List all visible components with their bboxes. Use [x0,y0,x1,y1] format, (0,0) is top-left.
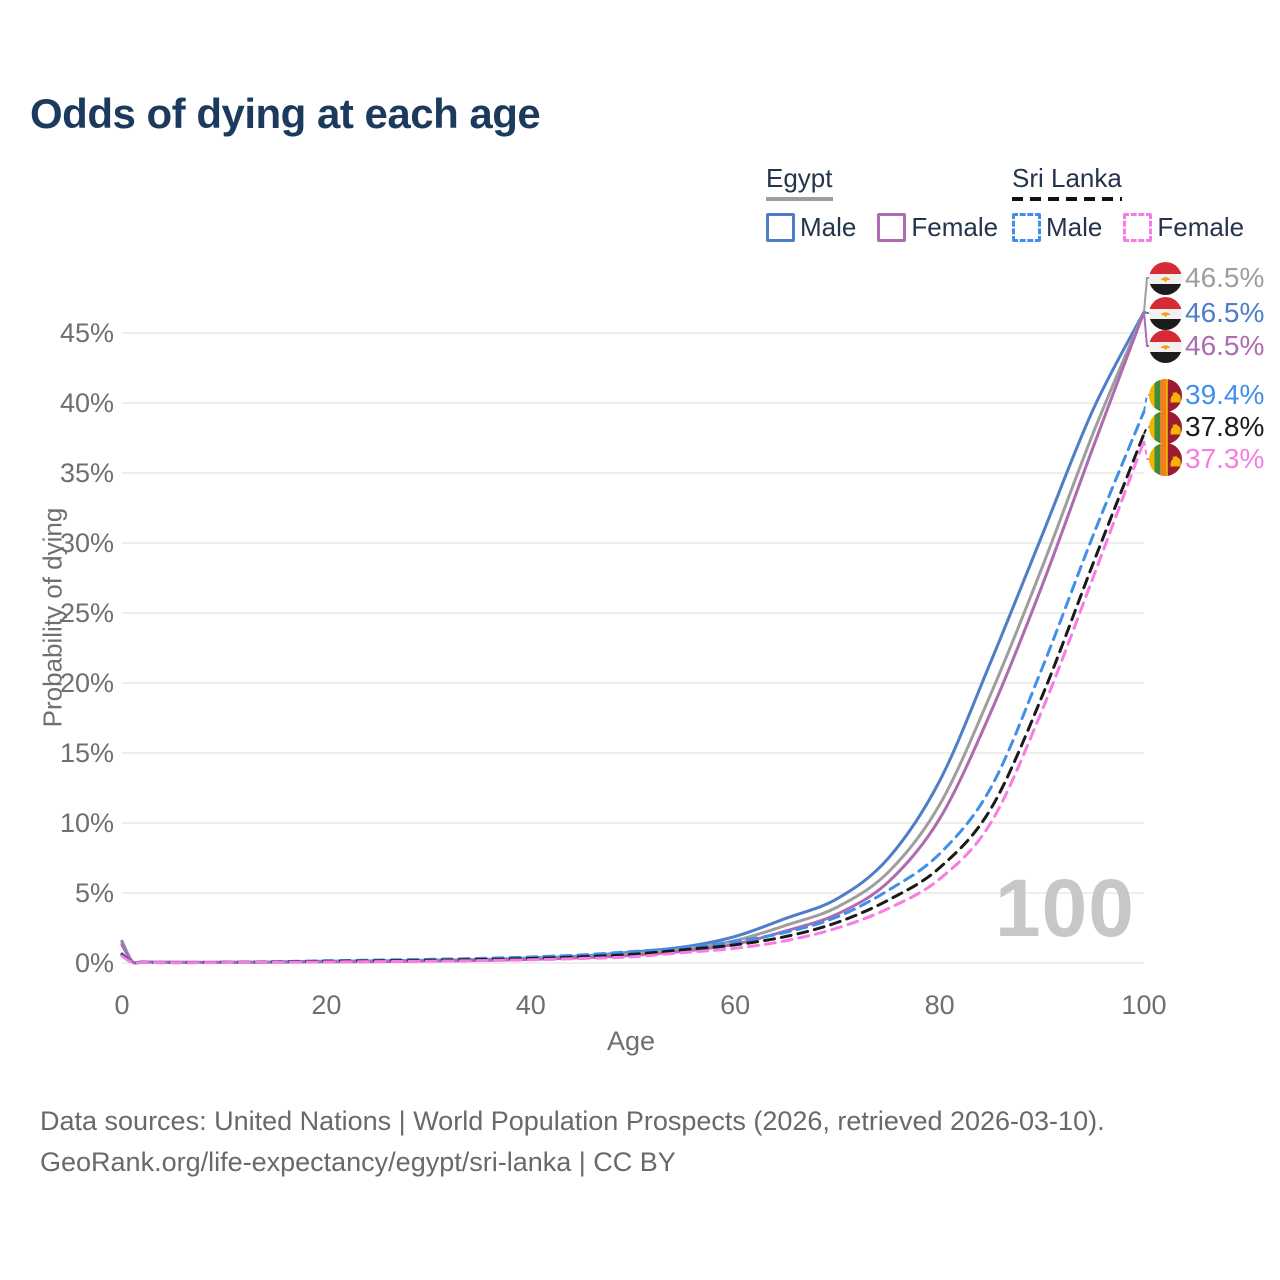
end-label-value: 37.8% [1185,411,1265,442]
data-sources-text: Data sources: United Nations | World Pop… [40,1106,1105,1136]
end-label-egypt-male: 46.5% [1149,296,1264,330]
series-line-egypt-male [120,310,1146,965]
series-line-egypt-both-sexes [120,310,1146,965]
sri-lanka-flag-icon [1149,411,1182,444]
egypt-male-checkbox[interactable] [766,213,795,242]
y-tick-label: 15% [59,738,114,768]
egypt-male-label: Male [800,212,857,242]
x-tick-label: 0 [114,990,130,1020]
x-axis-title: Age [606,1026,656,1056]
x-tick-label: 100 [1121,990,1167,1020]
end-label-sri-lanka-both-sexes: 37.8% [1149,410,1264,444]
sri-lanka-male-label: Male [1046,212,1103,242]
egypt-flag-icon [1149,330,1182,363]
end-label-egypt-both-sexes: 46.5% [1149,261,1264,295]
y-tick-label: 10% [59,808,114,838]
sri-lanka-female-checkbox[interactable] [1123,213,1153,242]
legend-sri-lanka-female: Female [1123,212,1244,243]
page-title: Odds of dying at each age [30,90,541,137]
y-tick-label: 5% [74,878,114,908]
sri-lanka-flag-icon [1149,443,1182,476]
legend-country-egypt: Egypt [766,163,833,206]
sri-lanka-line-style-swatch [1012,197,1122,201]
legend-sri-lanka-male: Male [1012,212,1102,243]
egypt-line-style-swatch [766,197,833,201]
attribution-text: GeoRank.org/life-expectancy/egypt/sri-la… [40,1147,676,1177]
egypt-flag-icon [1149,262,1182,295]
egypt-female-checkbox[interactable] [877,213,907,242]
legend-country-sri-lanka: Sri Lanka [1012,163,1122,206]
legend-group-egypt: Egypt Male Female [766,163,998,243]
x-tick-label: 60 [720,990,751,1020]
end-label-value: 46.5% [1185,262,1265,293]
end-label-sri-lanka-male: 39.4% [1149,378,1264,412]
legend-egypt-male: Male [766,212,856,243]
x-tick-label: 80 [924,990,955,1020]
y-tick-label: 35% [59,458,114,488]
x-tick-label: 40 [515,990,546,1020]
legend-group-sri-lanka: Sri Lanka Male Female [1012,163,1244,243]
series-line-egypt-female [120,310,1146,965]
end-label-value: 39.4% [1185,379,1265,410]
series-line-sri-lanka-female [120,439,1146,965]
end-label-sri-lanka-female: 37.3% [1149,442,1264,476]
age-highlight-watermark: 100 [995,863,1135,954]
end-label-value: 46.5% [1185,297,1265,328]
series-line-sri-lanka-male [120,409,1146,965]
egypt-flag-icon [1149,297,1182,330]
x-tick-label: 20 [311,990,342,1020]
y-tick-label: 30% [59,528,114,558]
legend-country-sri-lanka-label: Sri Lanka [1012,163,1122,193]
legend-country-egypt-label: Egypt [766,163,833,193]
legend-egypt-female: Female [877,212,998,243]
sri-lanka-flag-icon [1149,379,1182,412]
y-tick-label: 40% [59,388,114,418]
end-label-egypt-female: 46.5% [1149,329,1264,363]
series-line-sri-lanka-both-sexes [120,432,1146,965]
end-label-value: 46.5% [1185,330,1265,361]
y-tick-label: 0% [74,948,114,978]
y-tick-label: 20% [59,668,114,698]
egypt-female-label: Female [911,212,999,242]
end-label-value: 37.3% [1185,443,1265,474]
sri-lanka-female-label: Female [1157,212,1245,242]
y-tick-label: 25% [59,598,114,628]
y-tick-label: 45% [59,318,114,348]
sri-lanka-male-checkbox[interactable] [1012,213,1041,242]
